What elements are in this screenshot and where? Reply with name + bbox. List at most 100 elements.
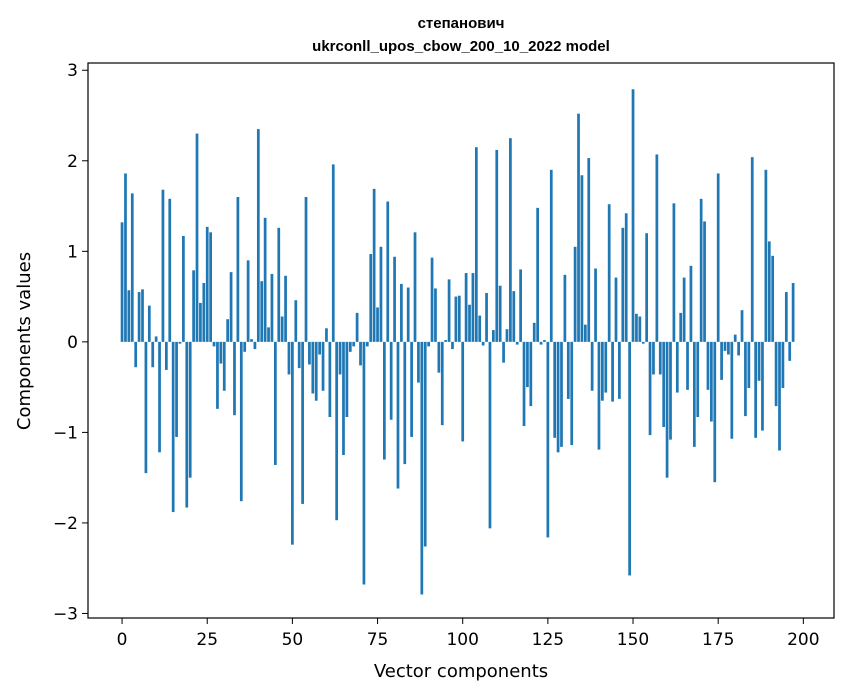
bar (767, 241, 771, 342)
bar (273, 341, 277, 465)
bar (202, 283, 206, 342)
bar (505, 329, 509, 342)
bar (413, 232, 417, 342)
y-tick-label: 0 (67, 333, 78, 353)
bar (141, 289, 144, 342)
bar (539, 341, 543, 345)
y-axis-ticks: −3 −2 −1 0 1 2 3 (53, 61, 88, 624)
y-tick-label: 1 (67, 242, 78, 262)
bar (372, 188, 376, 342)
bar (444, 340, 448, 342)
x-tick-label: 150 (617, 630, 649, 650)
bar (723, 341, 727, 351)
bar (696, 341, 700, 418)
bar (692, 341, 696, 447)
bar (348, 341, 352, 352)
bar (386, 201, 390, 342)
y-tick-label: 3 (67, 61, 78, 81)
bar (686, 341, 689, 390)
bar (744, 341, 747, 417)
bar (352, 341, 356, 347)
bar (679, 312, 683, 342)
x-axis-ticks: 0 25 50 75 100 125 150 175 200 (117, 618, 820, 650)
bar (342, 341, 345, 456)
bar (178, 341, 182, 344)
x-tick-label: 50 (282, 630, 304, 650)
bar (509, 138, 512, 342)
bar (362, 341, 366, 585)
bar (331, 164, 335, 342)
bar (440, 341, 444, 426)
bar (740, 310, 744, 342)
bar (519, 269, 522, 342)
bar (229, 272, 233, 342)
bar (764, 169, 768, 342)
bar (437, 341, 441, 373)
bar (536, 207, 540, 342)
bar (471, 273, 475, 342)
y-axis-label: Components values (14, 252, 35, 430)
bar (788, 341, 792, 361)
bar (710, 341, 713, 422)
bar (325, 328, 328, 342)
bar (205, 226, 209, 342)
bar (757, 341, 761, 381)
bar (648, 341, 652, 436)
bar (297, 341, 301, 369)
bar (239, 341, 243, 502)
x-tick-label: 125 (532, 630, 564, 650)
bar (583, 324, 587, 342)
bar (655, 154, 659, 342)
bar (607, 204, 611, 342)
bar (597, 341, 601, 450)
bar (488, 341, 492, 529)
bar (410, 341, 413, 437)
bar (451, 341, 454, 350)
bar (359, 341, 362, 366)
bar (682, 277, 686, 342)
bar (529, 341, 533, 407)
bar (124, 173, 127, 342)
bar (158, 341, 161, 453)
bar (365, 341, 369, 347)
bar (355, 312, 359, 342)
bar (553, 341, 557, 438)
bar (236, 197, 240, 342)
bar (127, 290, 131, 342)
bar (532, 322, 536, 342)
bar (199, 302, 202, 342)
bar (791, 283, 795, 342)
bar (134, 341, 138, 368)
bar (747, 341, 751, 389)
bar (267, 327, 270, 342)
bar (573, 246, 577, 342)
x-tick-label: 175 (702, 630, 734, 650)
x-axis-label: Vector components (374, 661, 548, 682)
bar (498, 285, 502, 342)
bar (621, 227, 625, 342)
bar (253, 341, 257, 350)
bar (246, 260, 250, 342)
bar (778, 341, 781, 451)
bar (641, 341, 645, 344)
bar (461, 341, 465, 442)
bar (611, 341, 614, 402)
bar (737, 341, 740, 356)
bar (250, 339, 253, 342)
bar (628, 341, 631, 576)
bar (151, 341, 155, 368)
bar (618, 341, 621, 399)
bar (420, 341, 424, 595)
bar (716, 173, 720, 342)
bar (750, 157, 754, 342)
bar (549, 169, 553, 342)
bar (338, 341, 342, 375)
bar (560, 341, 563, 447)
bar (672, 203, 676, 342)
bar (345, 341, 349, 418)
bar (430, 257, 434, 342)
bar (434, 288, 437, 342)
bar (376, 307, 379, 342)
plot-area-frame (87, 62, 835, 619)
